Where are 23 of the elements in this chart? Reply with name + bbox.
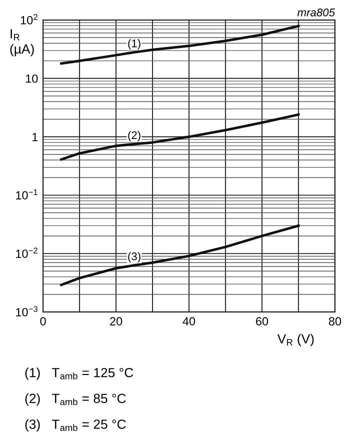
line-series (60, 24, 300, 65)
x-axis-title: V$_{R}$ (V) (277, 334, 314, 346)
x-tick-label: 20 (110, 317, 122, 326)
line-series (60, 113, 300, 161)
y-tick-label: 1 (32, 132, 38, 142)
x-tick-label: 80 (328, 317, 342, 326)
text: (2) T$_{amb}$ = 85 °C (25, 393, 126, 406)
y-axis-title: I$_{R}$ (µA) (10, 29, 34, 56)
text: (1) T$_{amb}$ = 125 °C (25, 368, 134, 380)
series-label: (3) (128, 252, 140, 262)
y-tick-label: 10 (26, 74, 38, 83)
x-tick-label: 0 (40, 317, 46, 326)
series-label: (2) (128, 130, 140, 142)
y-tick-label: 10$^{−2}$ (16, 248, 38, 258)
y-tick-label: 10$^{2}$ (20, 14, 38, 24)
series-label: (1) (128, 39, 140, 50)
x-tick-label: 60 (256, 317, 268, 326)
x-tick-label: 40 (182, 317, 196, 326)
text: mra805 (297, 8, 335, 16)
text: (3) T$_{amb}$ = 25 °C (25, 419, 126, 432)
y-tick-label: 10$^{−1}$ (16, 189, 38, 200)
y-tick-label: 10$^{−3}$ (16, 306, 38, 316)
line-series (60, 224, 300, 286)
